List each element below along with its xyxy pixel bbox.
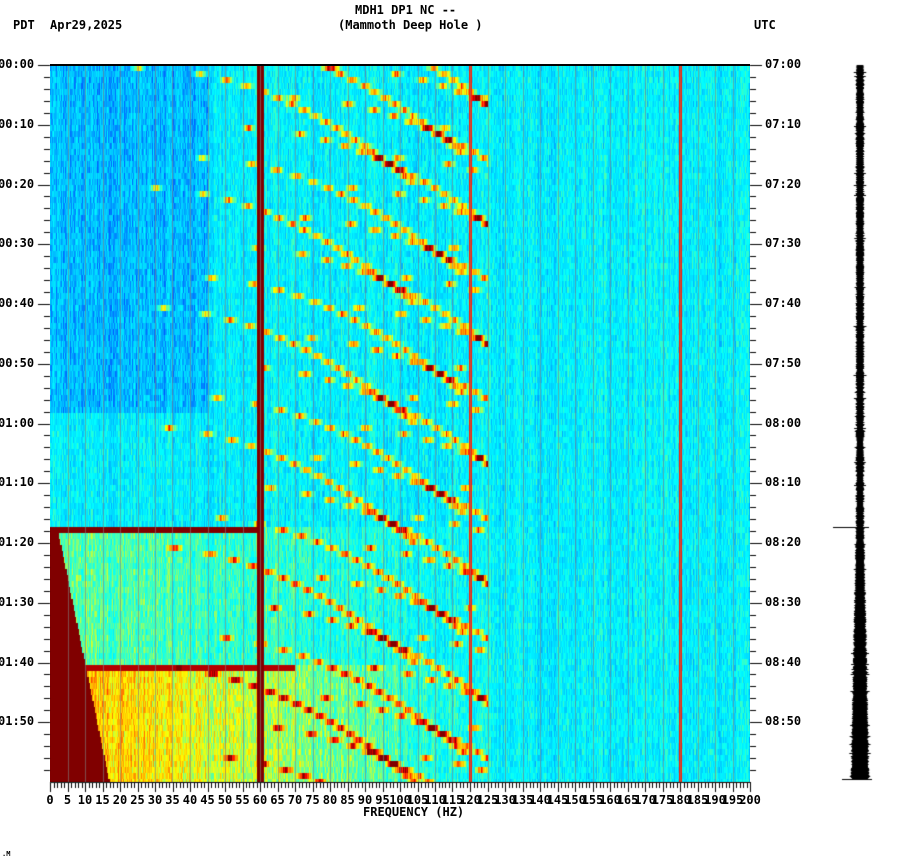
x-tick-label: 55: [235, 793, 250, 807]
x-tick-label: 5: [63, 793, 72, 807]
x-tick-label: 180: [669, 793, 691, 807]
y-tick-label-left: 01:50: [0, 714, 35, 729]
y-tick-label-left: 00:50: [0, 355, 35, 370]
x-tick-label: 95: [375, 793, 390, 807]
x-tick-label: 125: [476, 793, 499, 807]
x-tick-label: 200: [739, 793, 761, 807]
plot-frame: [50, 64, 750, 782]
x-tick-label: 50: [217, 793, 233, 807]
y-tick-label-left: 01:40: [0, 654, 35, 669]
x-tick-label: 115: [441, 793, 464, 807]
x-tick-label: 120: [459, 793, 481, 807]
y-tick-label-left: 01:10: [0, 475, 35, 490]
x-tick-label: 130: [494, 793, 516, 807]
x-tick-label: 190: [704, 793, 726, 807]
x-tick-label: 35: [165, 793, 180, 807]
y-tick-label-left: 01:30: [0, 594, 35, 609]
x-tick-label: 100: [389, 793, 411, 807]
y-tick-label-left: 01:00: [0, 415, 35, 430]
x-tick-label: 140: [529, 793, 551, 807]
x-tick-label: 85: [340, 793, 355, 807]
y-tick-label-right: 07:30: [765, 236, 802, 251]
x-tick-label: 165: [616, 793, 639, 807]
x-tick-label: 105: [406, 793, 429, 807]
y-tick-label-right: 07:20: [765, 176, 802, 191]
y-tick-label-right: 07:50: [765, 355, 802, 370]
x-tick-label: 150: [564, 793, 586, 807]
x-tick-label: 20: [112, 793, 128, 807]
x-tick-label: 65: [270, 793, 285, 807]
x-tick-label: 60: [252, 793, 268, 807]
y-tick-label-right: 08:50: [765, 714, 802, 729]
x-tick-label: 135: [511, 793, 534, 807]
x-tick-label: 155: [581, 793, 604, 807]
x-axis-label: FREQUENCY (HZ): [363, 805, 465, 819]
y-tick-label-right: 08:10: [765, 475, 802, 490]
y-tick-label-right: 08:00: [765, 415, 802, 430]
x-tick-label: 110: [424, 793, 446, 807]
x-tick-label: 70: [287, 793, 303, 807]
y-tick-label-left: 00:20: [0, 176, 35, 191]
y-tick-label-right: 08:30: [765, 594, 802, 609]
x-tick-label: 15: [95, 793, 110, 807]
footer-mark: .M: [2, 850, 11, 858]
x-tick-label: 25: [130, 793, 145, 807]
x-tick-label: 195: [721, 793, 744, 807]
y-tick-label-right: 07:00: [765, 57, 802, 71]
y-tick-label-right: 08:20: [765, 535, 802, 549]
x-tick-label: 90: [357, 793, 373, 807]
y-tick-label-left: 00:10: [0, 116, 35, 131]
x-tick-label: 45: [200, 793, 215, 807]
y-tick-label-right: 07:10: [765, 116, 802, 131]
x-tick-label: 40: [182, 793, 198, 807]
x-tick-label: 170: [634, 793, 656, 807]
x-tick-label: 175: [651, 793, 674, 807]
y-tick-label-right: 08:40: [765, 654, 802, 669]
y-tick-label-left: 00:00: [0, 57, 35, 71]
x-tick-label: 145: [546, 793, 569, 807]
x-tick-label: 30: [147, 793, 163, 807]
y-tick-label-left: 01:20: [0, 535, 35, 549]
y-tick-label-left: 00:40: [0, 296, 35, 310]
x-tick-label: 0: [46, 793, 54, 807]
x-tick-label: 75: [305, 793, 320, 807]
x-tick-label: 185: [686, 793, 709, 807]
x-tick-label: 160: [599, 793, 621, 807]
x-tick-label: 10: [77, 793, 93, 807]
y-tick-label-left: 00:30: [0, 236, 35, 251]
seismogram-trace: [830, 60, 880, 785]
x-tick-label: 80: [322, 793, 338, 807]
y-tick-label-right: 07:40: [765, 296, 802, 310]
